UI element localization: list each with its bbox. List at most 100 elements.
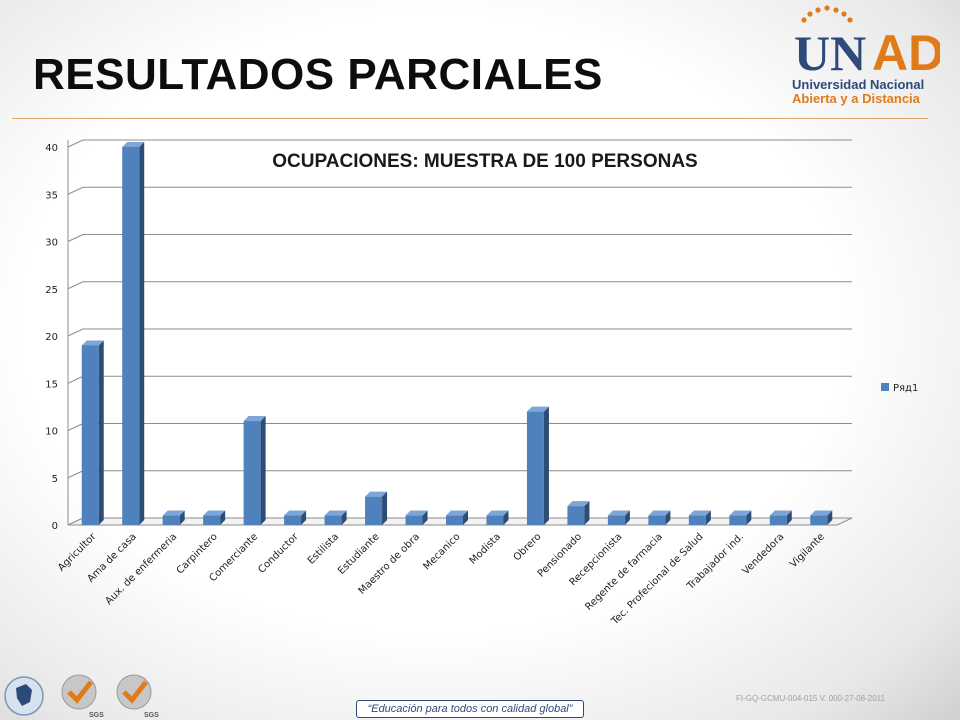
bar-front xyxy=(162,515,180,525)
bar-top xyxy=(284,510,307,516)
bar-top xyxy=(607,510,630,516)
bar-side xyxy=(543,406,549,525)
bar-side xyxy=(462,510,468,525)
bar-top xyxy=(365,491,388,497)
bar-side xyxy=(179,510,185,525)
bar-top xyxy=(648,510,671,516)
footer-motto: “Educación para todos con calidad global… xyxy=(356,700,584,718)
slide-title: RESULTADOS PARCIALES xyxy=(33,50,603,99)
bar-front xyxy=(526,411,544,525)
bar-side xyxy=(260,416,266,525)
footer-document-code: FI-GQ-GCMU-004-015 V. 000-27-08-2011 xyxy=(736,694,885,703)
bar xyxy=(405,510,428,525)
x-tick-label: Conductor xyxy=(256,531,301,576)
y-tick-label: 35 xyxy=(45,190,58,201)
bar-front xyxy=(243,421,261,525)
bar-top xyxy=(162,510,185,516)
bar xyxy=(203,510,226,525)
bar-front xyxy=(729,515,747,525)
bar-top xyxy=(81,340,104,346)
bar-top xyxy=(405,510,428,516)
bar-front xyxy=(122,147,140,525)
legend: Ряд1 xyxy=(881,383,918,394)
bar xyxy=(729,510,752,525)
bar-front xyxy=(648,515,666,525)
bar-side xyxy=(98,340,104,525)
bars xyxy=(81,142,833,525)
y-tick-label: 10 xyxy=(45,427,58,438)
gridline xyxy=(67,234,852,242)
x-tick-label: Vigilante xyxy=(788,531,827,570)
bar-front xyxy=(567,506,585,525)
bar xyxy=(688,510,711,525)
bar xyxy=(446,510,468,525)
bar-top xyxy=(446,510,468,516)
y-tick-label: 0 xyxy=(52,521,58,532)
gridline xyxy=(67,470,852,479)
sgs-certification-icon-2: SGS xyxy=(116,674,159,719)
bar-side xyxy=(503,510,509,525)
sgs-label: SGS xyxy=(89,712,104,719)
bar-top xyxy=(769,510,792,516)
x-tick-label: Estilista xyxy=(306,531,341,566)
colombia-seal-icon xyxy=(4,676,44,716)
chart-title: OCUPACIONES: MUESTRA DE 100 PERSONAS xyxy=(272,151,697,172)
y-tick-label: 15 xyxy=(45,379,58,390)
gridlines xyxy=(67,139,852,526)
bar xyxy=(365,491,388,525)
title-divider xyxy=(12,118,928,119)
bar xyxy=(607,510,630,525)
bar-front xyxy=(405,515,423,525)
bar-front xyxy=(810,515,828,525)
bar-front xyxy=(365,496,383,525)
bar-top xyxy=(203,510,226,516)
bar-side xyxy=(341,510,347,525)
bar xyxy=(324,510,347,525)
logo-wordmark-ad: AD xyxy=(872,25,940,78)
bar-top xyxy=(486,510,509,516)
gridline xyxy=(67,139,852,148)
sgs-certification-icon: SGS xyxy=(61,674,104,719)
bar-front xyxy=(81,345,99,525)
logo-wordmark-un: UN xyxy=(794,25,866,78)
y-axis: 0 5 10 15 20 25 30 35 40 xyxy=(45,143,58,532)
x-tick-label: Aux. de enfermeria xyxy=(104,531,180,607)
bar-side xyxy=(786,510,792,525)
y-tick-label: 25 xyxy=(45,285,58,296)
bar xyxy=(486,510,509,525)
bar-front xyxy=(284,515,302,525)
bar-top xyxy=(324,510,347,516)
logo-line-1: Universidad Nacional xyxy=(792,77,925,92)
gridline xyxy=(67,328,852,337)
y-tick-label: 5 xyxy=(52,474,58,485)
bar-front xyxy=(446,515,463,525)
x-tick-label: Regente de farmacia xyxy=(583,531,665,613)
bar-side xyxy=(746,510,752,525)
bar-top xyxy=(567,501,590,507)
bar-side xyxy=(220,510,226,525)
gridline xyxy=(67,423,852,431)
y-tick-label: 20 xyxy=(45,332,58,343)
bar-top xyxy=(688,510,711,516)
bar-side xyxy=(665,510,671,525)
bar-side xyxy=(705,510,711,525)
bar xyxy=(122,142,145,525)
bar-side xyxy=(584,501,590,525)
bar-front xyxy=(688,515,706,525)
bar-top xyxy=(729,510,752,516)
bar xyxy=(769,510,792,525)
bar-side xyxy=(301,510,307,525)
y-tick-label: 30 xyxy=(45,238,58,249)
bar-chart: OCUPACIONES: MUESTRA DE 100 PERSONAS 0 5 1… xyxy=(45,139,918,628)
x-tick-label: Vendedora xyxy=(741,531,787,577)
bar-side xyxy=(827,510,833,525)
legend-swatch xyxy=(881,383,889,391)
bar xyxy=(648,510,671,525)
unad-logo-mark: UN AD xyxy=(794,5,944,81)
bar-side xyxy=(382,491,388,525)
legend-label: Ряд1 xyxy=(893,383,918,394)
bar-front xyxy=(769,515,787,525)
bar xyxy=(243,416,266,525)
bar-top xyxy=(243,416,266,422)
